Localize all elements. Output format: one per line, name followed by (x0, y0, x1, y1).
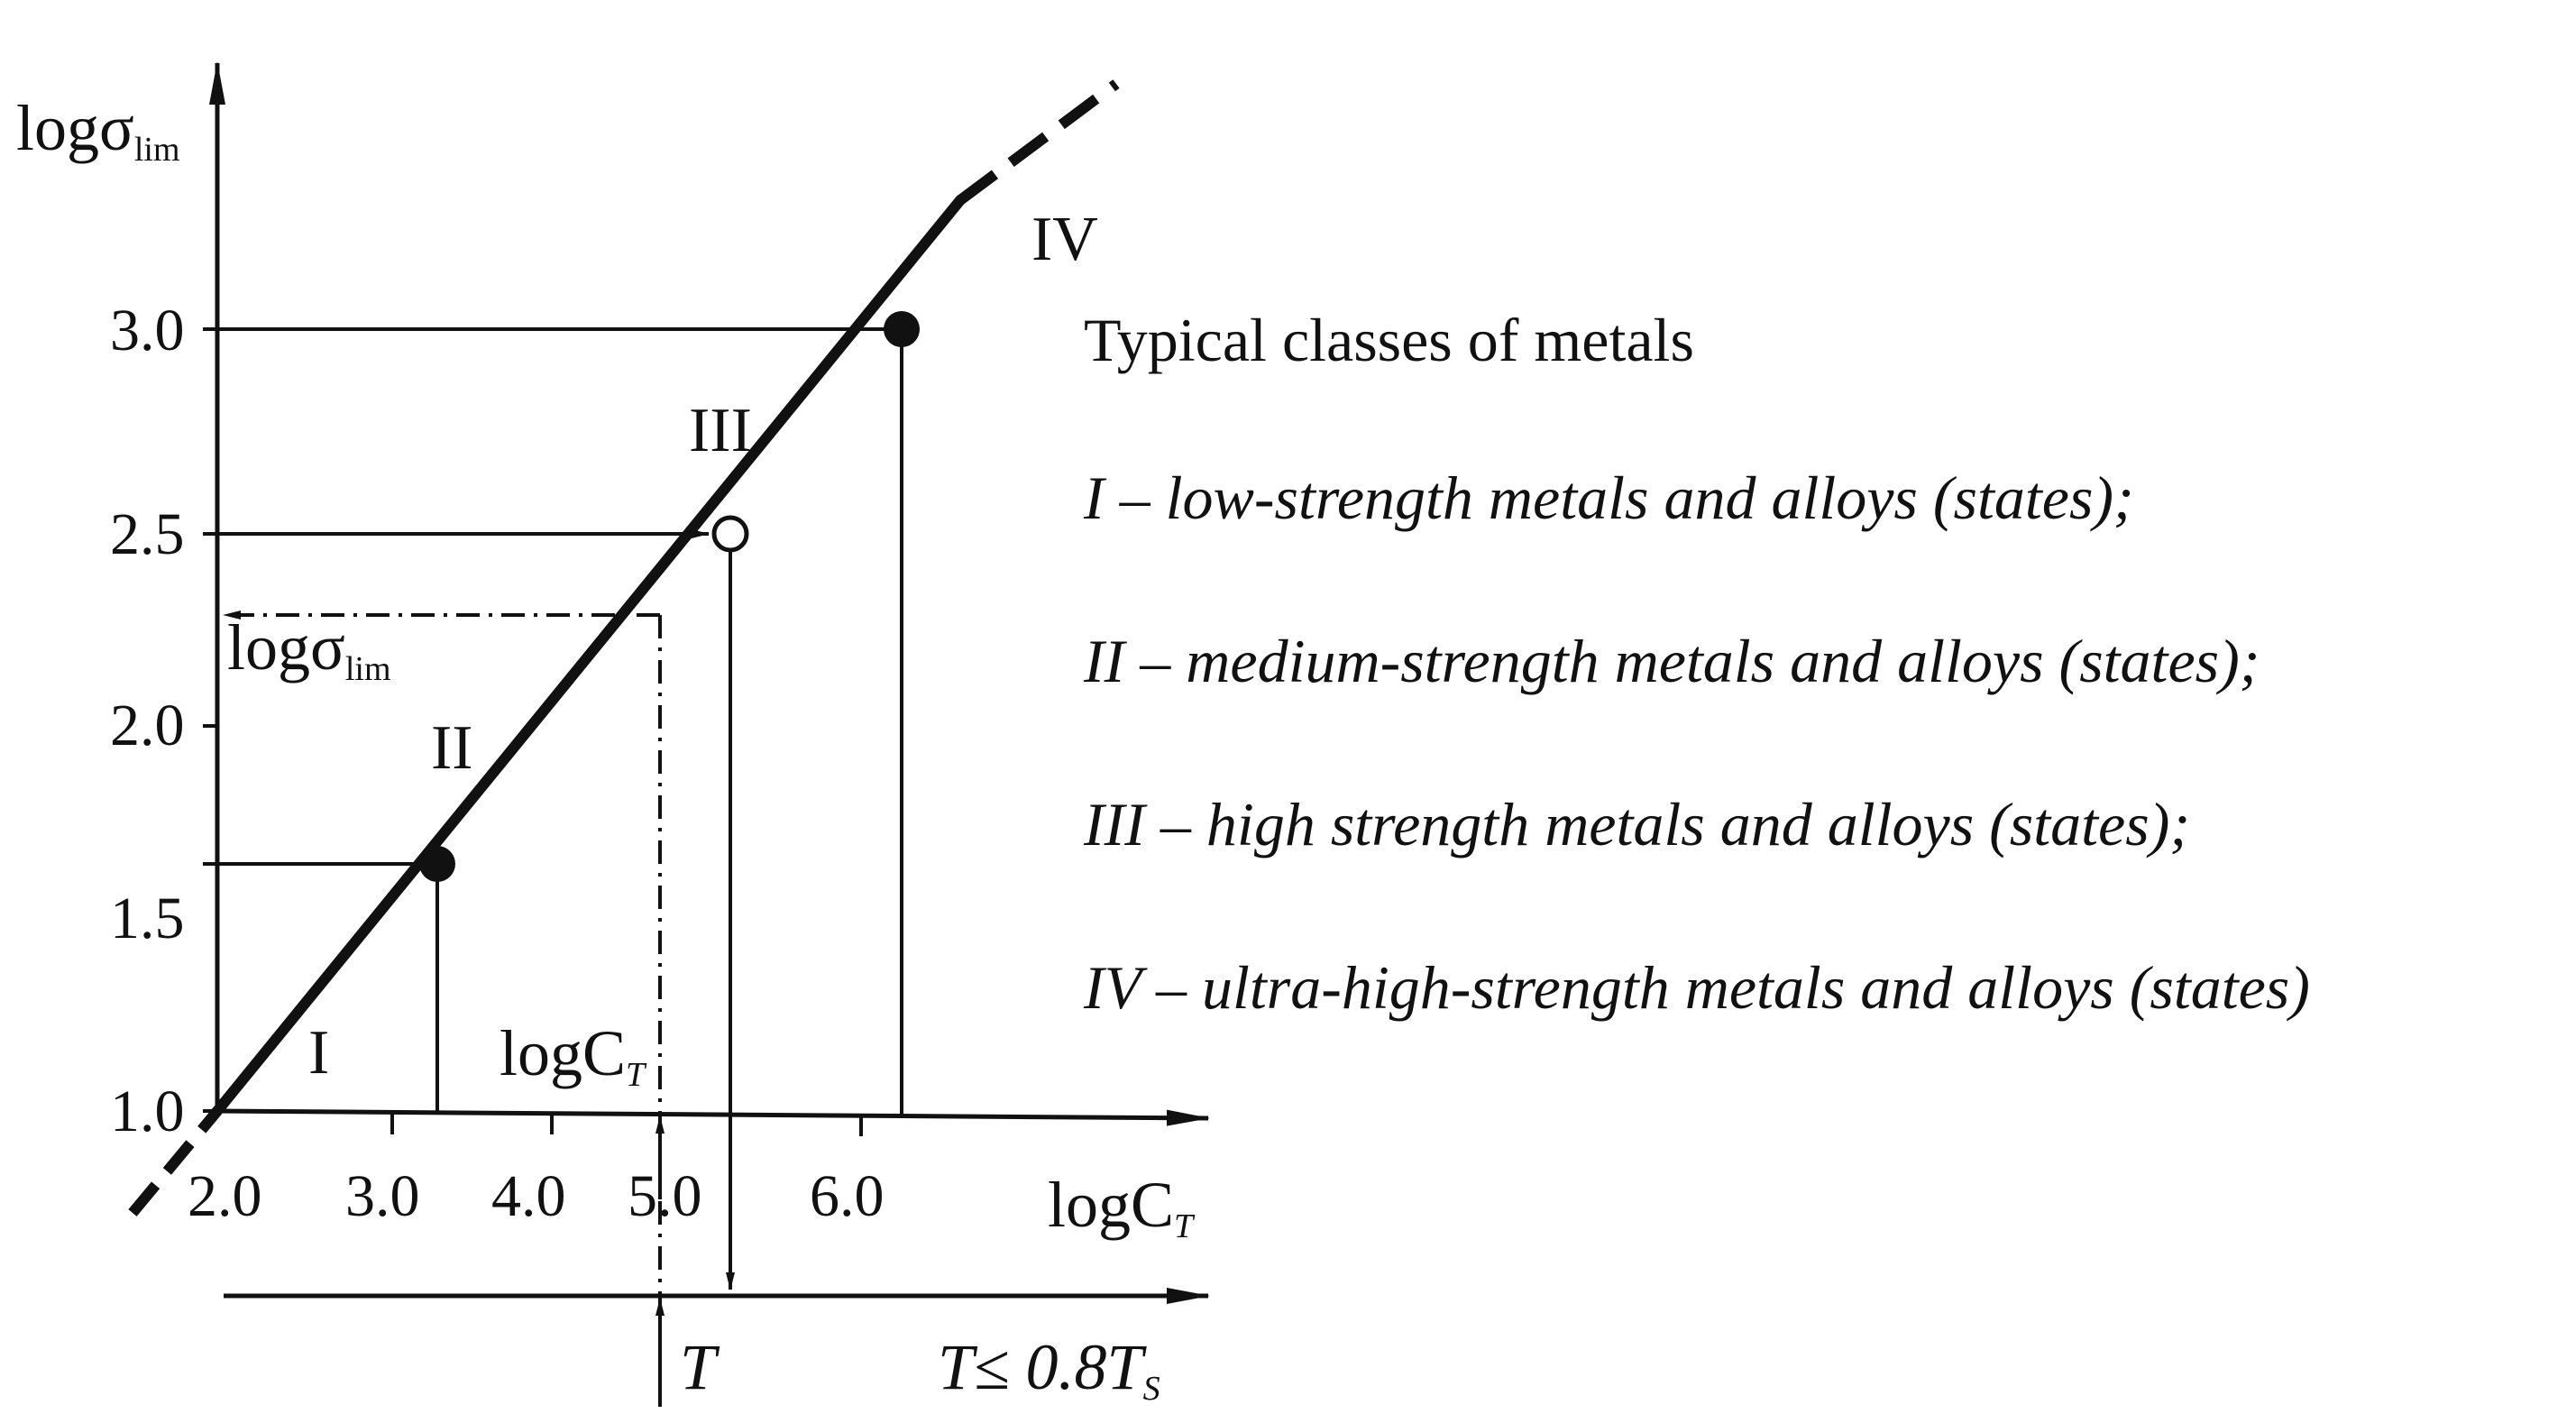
legend-item: I – low-strength metals and alloys (stat… (1083, 464, 2134, 532)
class-two-point (419, 846, 455, 882)
x-tick-label: 3.0 (345, 1163, 420, 1229)
y-tick-label: 1.0 (110, 1079, 185, 1144)
x-axis-line (216, 1108, 1210, 1126)
class-four-point (884, 311, 920, 347)
lower-dashed-extension (128, 1107, 222, 1216)
y-axis-label-subscript: lim (134, 131, 180, 169)
derived-log-c-subscript: T (626, 1056, 647, 1094)
y-tick-label: 2.5 (110, 501, 185, 567)
x-axis-label-main: logC (1048, 1169, 1174, 1241)
class-label-three: III (689, 396, 752, 465)
x-axis-label: logCT (1048, 1169, 1196, 1245)
y-tick-label: 2.0 (110, 693, 185, 758)
derived-log-sigma-main: logσ (227, 611, 345, 684)
legend-item: IV – ultra-high-strength metals and allo… (1083, 953, 2310, 1022)
y-axis-label: logσlim (16, 92, 180, 169)
main-relation-line (212, 195, 966, 1116)
x-axis-label-subscript: T (1174, 1207, 1196, 1245)
derived-log-c-main: logC (500, 1017, 626, 1089)
temperature-limit-main: T≤ 0.8T (938, 1331, 1148, 1403)
x-tick-label: 6.0 (810, 1163, 885, 1229)
upper-dashed-extension (957, 79, 1120, 205)
x-tick-label: 4.0 (491, 1163, 566, 1229)
derived-log-sigma-label: logσlim (227, 611, 391, 688)
temperature-label: T (680, 1331, 720, 1403)
legend-item: III – high strength metals and alloys (s… (1083, 790, 2190, 858)
temperature-limit-subscript: S (1143, 1370, 1160, 1408)
x-tick-label: 2.0 (188, 1163, 262, 1229)
y-axis-label-main: logσ (16, 92, 134, 164)
derived-log-c-label: logCT (500, 1017, 647, 1094)
class-three-point (711, 515, 749, 553)
class-label-one: I (308, 1018, 329, 1088)
x-tick-label: 5.0 (628, 1163, 702, 1229)
y-tick-label: 1.5 (110, 886, 185, 951)
class-label-four: IV (1031, 205, 1098, 274)
y-tick-label: 3.0 (110, 298, 185, 363)
class-label-two: II (431, 713, 473, 783)
legend-title: Typical classes of metals (1084, 306, 1694, 374)
derived-log-sigma-subscript: lim (345, 650, 391, 688)
legend-item: II – medium-strength metals and alloys (… (1083, 627, 2260, 695)
temperature-limit-label: T≤ 0.8TS (938, 1331, 1160, 1408)
